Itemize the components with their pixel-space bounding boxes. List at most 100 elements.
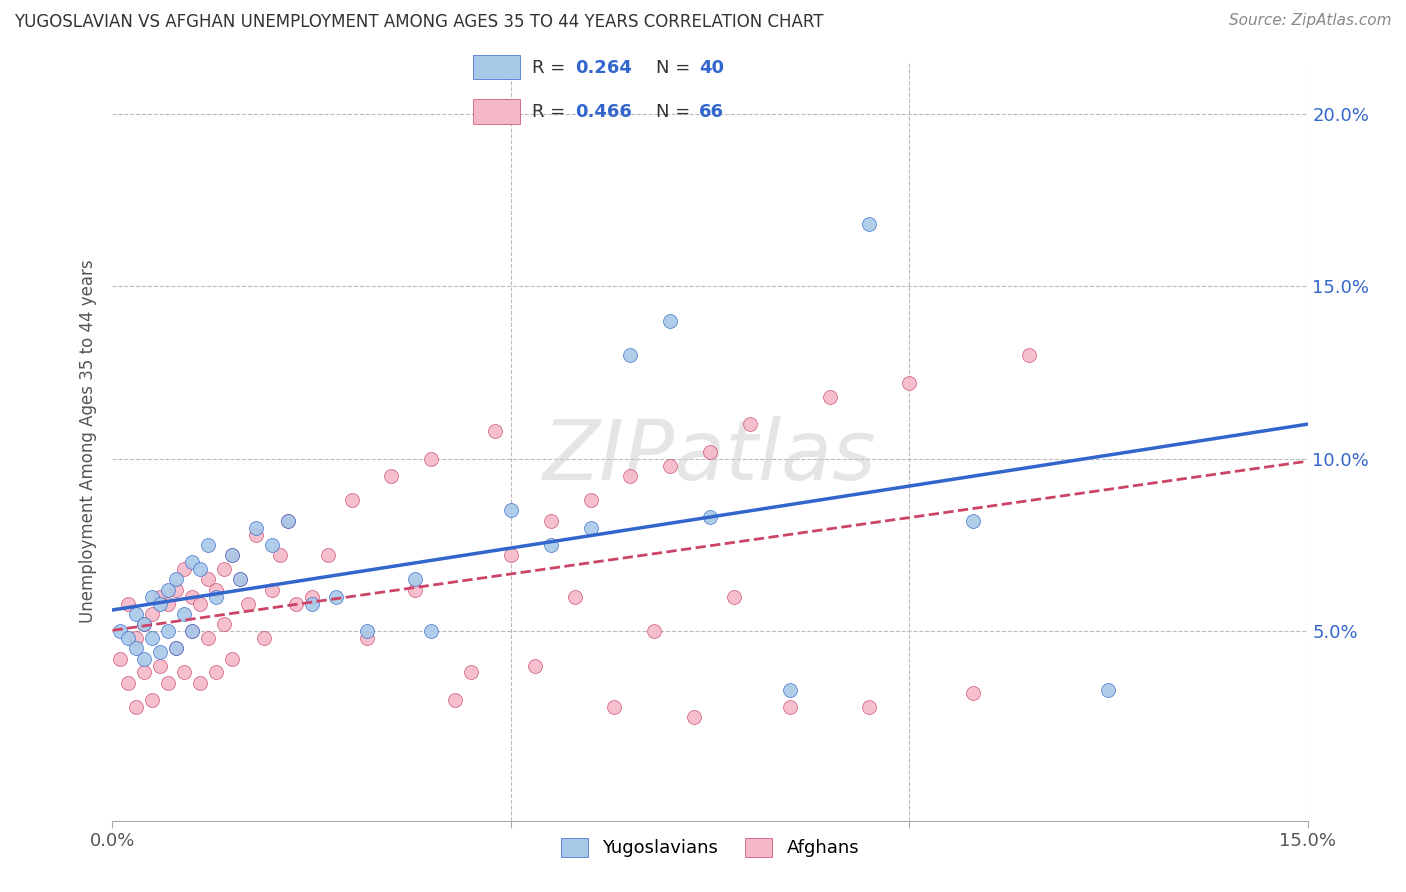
Point — [173, 665, 195, 680]
Point — [134, 651, 156, 665]
Point — [212, 617, 235, 632]
Point — [818, 390, 841, 404]
Point — [134, 665, 156, 680]
Point — [260, 582, 283, 597]
Point — [149, 590, 172, 604]
Point — [221, 548, 243, 563]
Point — [277, 514, 299, 528]
Point — [540, 538, 562, 552]
Point — [157, 597, 180, 611]
Point — [205, 582, 228, 597]
Point — [1097, 682, 1119, 697]
Point — [420, 451, 443, 466]
Point — [125, 699, 148, 714]
Point — [659, 458, 682, 473]
Y-axis label: Unemployment Among Ages 35 to 44 years: Unemployment Among Ages 35 to 44 years — [79, 260, 97, 624]
Point — [380, 469, 402, 483]
Point — [110, 624, 132, 639]
Point — [484, 424, 506, 438]
Point — [157, 624, 180, 639]
Point — [149, 597, 172, 611]
Text: R =: R = — [531, 59, 571, 77]
Point — [165, 641, 187, 656]
Point — [356, 631, 378, 645]
Text: YUGOSLAVIAN VS AFGHAN UNEMPLOYMENT AMONG AGES 35 TO 44 YEARS CORRELATION CHART: YUGOSLAVIAN VS AFGHAN UNEMPLOYMENT AMONG… — [14, 13, 824, 31]
Point — [229, 573, 252, 587]
Point — [301, 597, 323, 611]
Text: 66: 66 — [699, 103, 724, 120]
Point — [962, 514, 984, 528]
Point — [188, 675, 211, 690]
Point — [499, 548, 522, 563]
Point — [523, 658, 546, 673]
Point — [141, 607, 163, 621]
Point — [110, 651, 132, 665]
Point — [205, 665, 228, 680]
Legend: Yugoslavians, Afghans: Yugoslavians, Afghans — [554, 830, 866, 864]
Point — [277, 514, 299, 528]
Point — [197, 573, 219, 587]
Point — [579, 521, 602, 535]
Point — [779, 699, 801, 714]
Point — [325, 590, 347, 604]
Point — [858, 699, 880, 714]
Point — [117, 597, 139, 611]
Point — [269, 548, 291, 563]
Point — [125, 631, 148, 645]
Point — [197, 538, 219, 552]
Point — [149, 645, 172, 659]
Point — [619, 469, 641, 483]
Point — [212, 562, 235, 576]
Point — [117, 631, 139, 645]
Point — [188, 562, 211, 576]
Point — [738, 417, 761, 432]
Text: N =: N = — [655, 59, 696, 77]
Point — [404, 573, 426, 587]
Point — [779, 682, 801, 697]
Point — [165, 573, 187, 587]
Text: 0.466: 0.466 — [575, 103, 633, 120]
Point — [141, 631, 163, 645]
Point — [125, 607, 148, 621]
Point — [181, 590, 204, 604]
Point — [157, 582, 180, 597]
Point — [221, 651, 243, 665]
Text: 40: 40 — [699, 59, 724, 77]
Text: 0.264: 0.264 — [575, 59, 633, 77]
Point — [253, 631, 276, 645]
Point — [460, 665, 482, 680]
Point — [1018, 348, 1040, 362]
Point — [188, 597, 211, 611]
Point — [165, 641, 187, 656]
Point — [499, 503, 522, 517]
Point — [117, 675, 139, 690]
Point — [149, 658, 172, 673]
Bar — [474, 99, 520, 124]
Point — [245, 527, 267, 541]
Point — [245, 521, 267, 535]
Point — [134, 617, 156, 632]
Point — [141, 693, 163, 707]
Bar — [474, 55, 520, 79]
Point — [643, 624, 665, 639]
Point — [181, 624, 204, 639]
Point — [420, 624, 443, 639]
Text: R =: R = — [531, 103, 571, 120]
Point — [157, 675, 180, 690]
Point — [260, 538, 283, 552]
Point — [173, 607, 195, 621]
Point — [197, 631, 219, 645]
Point — [340, 493, 363, 508]
Point — [659, 314, 682, 328]
Point — [579, 493, 602, 508]
Point — [603, 699, 626, 714]
Point — [699, 510, 721, 524]
Point — [205, 590, 228, 604]
Point — [301, 590, 323, 604]
Point — [356, 624, 378, 639]
Point — [858, 218, 880, 232]
Point — [962, 686, 984, 700]
Point — [181, 624, 204, 639]
Point — [564, 590, 586, 604]
Point — [723, 590, 745, 604]
